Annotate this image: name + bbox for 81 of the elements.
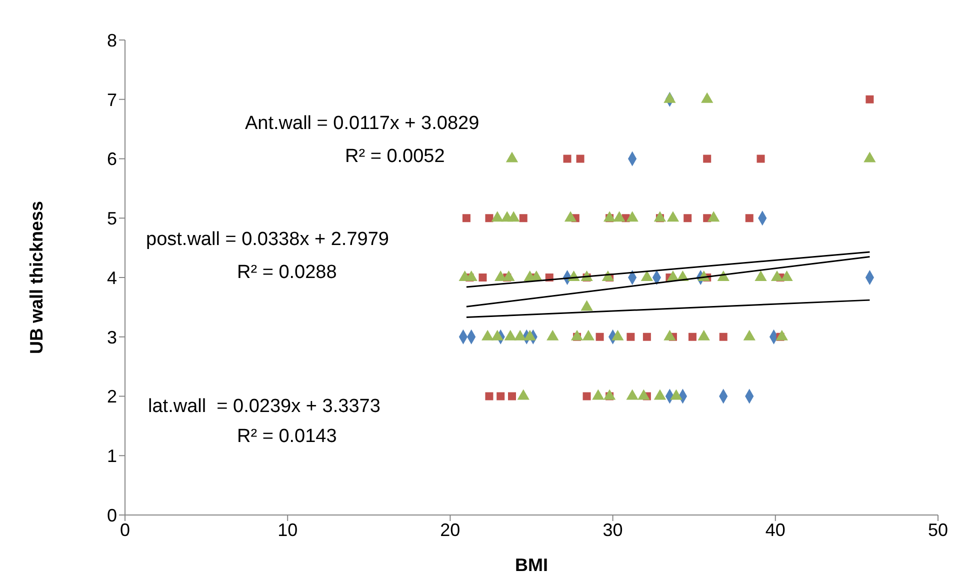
point (482, 330, 494, 340)
y-tick-label: 3 (106, 327, 117, 348)
point (642, 332, 651, 341)
x-tick-label: 10 (278, 520, 298, 540)
point (708, 211, 720, 222)
x-tick-label: 0 (120, 520, 130, 540)
point (508, 392, 516, 400)
point (613, 211, 626, 222)
point (506, 152, 518, 162)
point (603, 389, 616, 400)
x-tick-label: 30 (602, 520, 623, 540)
point (701, 92, 714, 103)
point (524, 330, 536, 340)
point (719, 332, 728, 341)
point (638, 389, 650, 400)
y-tick-label: 2 (106, 386, 117, 407)
point (754, 270, 767, 282)
y-tick-label: 6 (106, 149, 117, 170)
x-tick-label: 40 (765, 520, 786, 540)
annotation: R² = 0.0052 (345, 146, 445, 168)
point (592, 389, 604, 400)
point (508, 211, 520, 222)
point (496, 392, 505, 400)
y-axis-title: UB wall thickness (26, 200, 46, 354)
x-axis-title: BMI (515, 555, 548, 575)
point (654, 389, 666, 400)
annotation: R² = 0.0143 (237, 426, 337, 448)
point (756, 154, 765, 163)
point (745, 214, 754, 222)
point (776, 330, 788, 340)
point (626, 389, 638, 400)
point (664, 92, 676, 103)
point (564, 211, 577, 222)
point (654, 211, 666, 222)
point (780, 270, 793, 282)
point (866, 95, 874, 104)
point (612, 330, 624, 340)
point (491, 330, 504, 340)
y-tick-label: 8 (106, 30, 117, 50)
point (770, 270, 784, 282)
y-tick-label: 7 (106, 90, 117, 110)
point (519, 214, 528, 222)
point (684, 214, 692, 222)
point (626, 211, 638, 222)
y-tick-label: 5 (106, 208, 117, 229)
point (462, 214, 470, 222)
point (491, 211, 504, 222)
point (640, 270, 654, 282)
point (485, 392, 494, 400)
annotation: Ant.wall = 0.0117x + 3.0829 (245, 113, 480, 135)
point (743, 330, 756, 340)
point (664, 330, 676, 340)
point (517, 389, 530, 400)
point (546, 330, 559, 340)
point (670, 389, 682, 400)
point (864, 152, 876, 162)
point (504, 330, 516, 340)
annotation: R² = 0.0288 (237, 262, 337, 284)
point (603, 211, 616, 222)
point (666, 211, 680, 222)
annotation: lat.wall = 0.0239x + 3.3373 (148, 396, 380, 418)
point (626, 332, 635, 341)
point (688, 332, 696, 341)
point (580, 300, 593, 311)
y-tick-label: 4 (106, 268, 117, 288)
y-tick-label: 1 (106, 446, 117, 466)
point (576, 154, 584, 163)
x-tick-label: 20 (440, 520, 460, 540)
point (514, 330, 526, 340)
point (570, 330, 584, 340)
y-tick-label: 0 (106, 505, 117, 526)
annotation: post.wall = 0.0338x + 2.7979 (146, 229, 389, 251)
x-tick-label: 50 (928, 520, 948, 540)
point (582, 392, 591, 400)
point (563, 154, 572, 163)
point (485, 214, 494, 222)
point (596, 332, 604, 341)
point (703, 154, 712, 163)
point (478, 274, 487, 282)
point (698, 330, 710, 340)
point (582, 330, 594, 340)
